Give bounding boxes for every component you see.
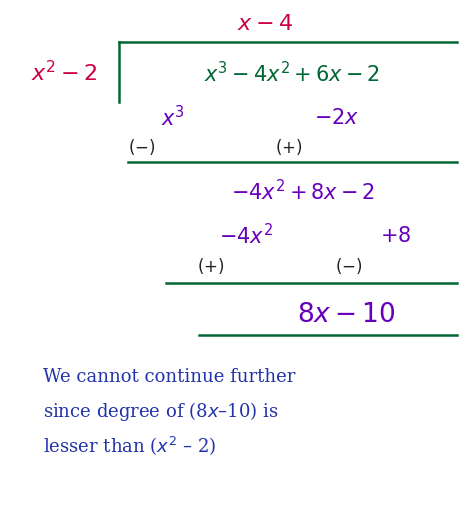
Text: since degree of (8$x$–10) is: since degree of (8$x$–10) is — [43, 400, 278, 423]
Text: We cannot continue further: We cannot continue further — [43, 368, 295, 386]
Text: $-2x$: $-2x$ — [314, 108, 359, 128]
Text: $(+)$: $(+)$ — [197, 256, 225, 276]
Text: $(-)$: $(-)$ — [335, 256, 362, 276]
Text: $x-4$: $x-4$ — [237, 13, 293, 35]
Text: $(-)$: $(-)$ — [128, 137, 156, 157]
Text: $+8$: $+8$ — [380, 226, 411, 246]
Text: $x^3-4x^2+6x-2$: $x^3-4x^2+6x-2$ — [203, 61, 380, 86]
Text: $-4x^2+8x-2$: $-4x^2+8x-2$ — [231, 179, 375, 204]
Text: lesser than ($x^2$ – 2): lesser than ($x^2$ – 2) — [43, 434, 216, 457]
Text: $x^2-2$: $x^2-2$ — [31, 61, 97, 86]
Text: $-4x^2$: $-4x^2$ — [219, 223, 273, 248]
Text: $8x-10$: $8x-10$ — [297, 302, 395, 327]
Text: $x^3$: $x^3$ — [161, 105, 185, 130]
Text: $(+)$: $(+)$ — [275, 137, 303, 157]
